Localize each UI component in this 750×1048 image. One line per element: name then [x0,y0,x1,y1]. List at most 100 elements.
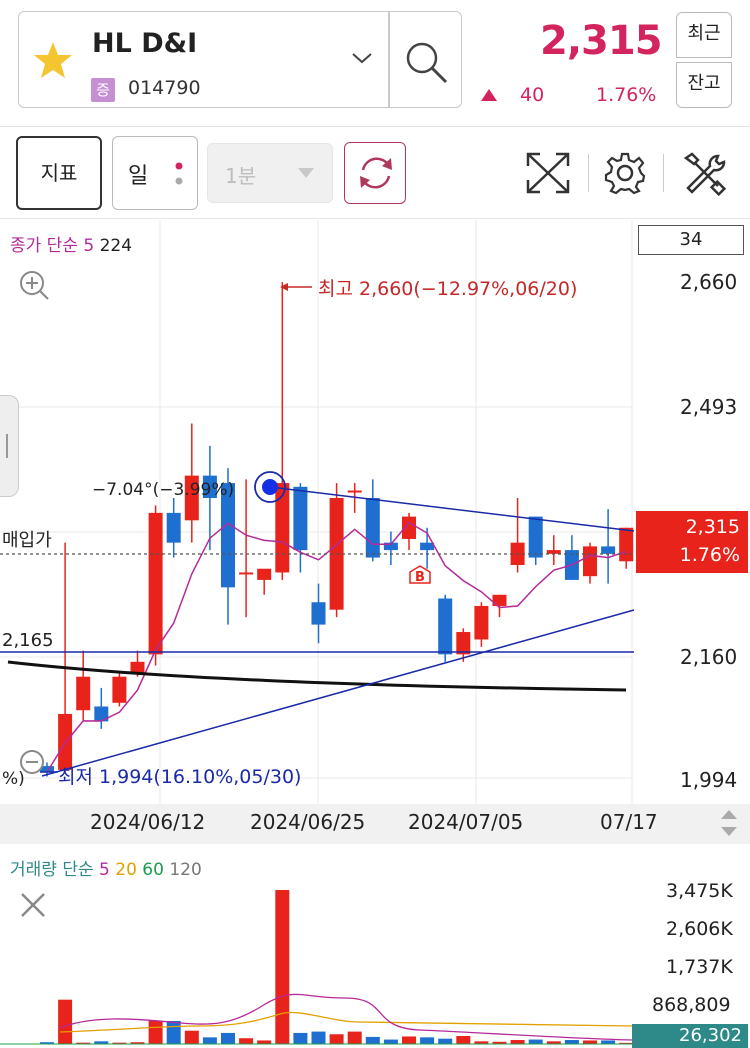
stock-name: HL D&I [92,28,198,59]
fullscreen-icon[interactable] [524,150,572,196]
candle-up[interactable] [76,676,91,711]
tools-icon[interactable] [680,150,726,196]
minute-select[interactable] [207,143,333,203]
anchor-ring[interactable] [254,471,286,503]
candle-up[interactable] [474,605,489,640]
support-label: 2,165 [2,630,54,651]
candle-down[interactable] [40,766,54,773]
zoom-out-icon[interactable] [20,750,44,774]
candle-down[interactable] [94,706,109,722]
ma-legend-value: 224 [99,236,133,256]
volume-bar [221,1032,235,1044]
volume-bar [456,1036,471,1044]
indicator-button[interactable]: 지표 [16,136,102,210]
change-percent: 1.76% [596,84,657,106]
gear-icon[interactable] [602,150,648,196]
candle-up[interactable] [275,483,290,573]
candle-up[interactable] [402,516,416,539]
stock-selector[interactable] [18,11,462,108]
period-dots-icon [175,162,183,185]
angle-label: −7.04°(−3.99%) [92,480,234,500]
candle-up[interactable] [456,632,471,655]
candle-up[interactable] [492,594,507,606]
candle-down[interactable] [383,542,398,551]
candle-up[interactable] [112,676,127,703]
candle-up[interactable] [184,475,199,521]
candle-up[interactable] [546,550,561,554]
candle-count-box[interactable]: 34 [638,225,744,255]
trend-line-lower [41,609,635,777]
candle-down[interactable] [365,497,380,558]
x-axis-bar [0,804,750,844]
header-separator [0,126,750,127]
candle-up[interactable] [148,512,163,655]
candle-down[interactable] [202,475,217,498]
y-label-high: 2,660 [680,270,738,294]
volume-y-label: 3,475K [666,880,733,902]
candle-down[interactable] [601,546,616,554]
candle-down[interactable] [311,602,326,625]
candle-down[interactable] [221,483,235,588]
volume-ma-5: 5 [99,860,110,880]
volume-y-label: 868,809 [652,994,731,1016]
volume-bar [275,890,290,1044]
volume-bar [311,1031,326,1044]
candle-up[interactable] [619,527,634,562]
volume-bar [293,1032,308,1044]
candle-up[interactable] [130,661,145,673]
candle-up[interactable] [239,572,254,575]
current-price-tag: 2,315 1.76% [636,511,748,573]
volume-legend-title: 거래량 단순 [10,860,94,880]
triangle-up-icon [481,89,497,101]
search-icon[interactable] [402,38,452,86]
minute-label: 1분 [225,164,257,188]
ma-legend-title: 종가 단순 5 [10,236,95,256]
volume-bar [94,1041,109,1044]
zoom-in-icon[interactable] [20,271,49,300]
candle-up[interactable] [583,546,597,577]
star-icon[interactable] [32,40,74,80]
header-divider [388,12,390,107]
candle-down[interactable] [166,512,181,543]
period-button[interactable] [112,136,198,210]
refresh-button[interactable] [344,142,406,204]
anchor-point[interactable] [262,479,278,495]
price-chart[interactable]: B 최고 2,660(−12.97%,06/20) 최저 1,994(16.10… [0,220,750,804]
candle-down[interactable] [420,542,435,551]
drawer-handle[interactable] [0,395,19,497]
market-badge: 증 [91,78,115,102]
volume-bar [40,1042,54,1044]
volume-bar [383,1039,398,1044]
volume-bar [112,1042,127,1044]
candle-down[interactable] [438,598,453,655]
volume-bar [58,999,73,1044]
toolbar-separator [0,218,750,219]
stock-code: 014790 [128,77,201,99]
chevron-down-icon[interactable] [350,50,374,66]
volume-bar [130,1042,145,1044]
volume-bar [510,1040,525,1044]
recent-button[interactable]: 최근 [676,12,732,58]
current-price-tag-pct: 1.76% [679,544,740,566]
volume-bar [474,1041,489,1044]
volume-bar [257,1040,272,1044]
candle-up[interactable] [347,490,362,493]
x-label: 2024/06/12 [90,810,206,834]
volume-chart[interactable] [0,880,640,1047]
ma5-line [46,521,627,773]
volume-y-label: 1,737K [666,956,733,978]
volume-bar [202,1037,217,1044]
volume-ma20-line [59,1011,633,1033]
candle-down[interactable] [293,486,308,551]
volume-bar [420,1037,435,1044]
balance-button[interactable]: 잔고 [676,62,732,108]
buy-marker[interactable] [409,565,431,584]
volume-bar [619,1042,634,1044]
trend-line-upper [269,486,635,532]
candle-down[interactable] [528,516,543,558]
scroll-updown-icon[interactable] [718,808,740,838]
close-icon[interactable] [18,890,48,920]
volume-legend: 거래량 단순 5 20 60 120 [10,855,202,880]
buy-marker-label: B [415,570,425,585]
candle-up[interactable] [257,568,272,580]
